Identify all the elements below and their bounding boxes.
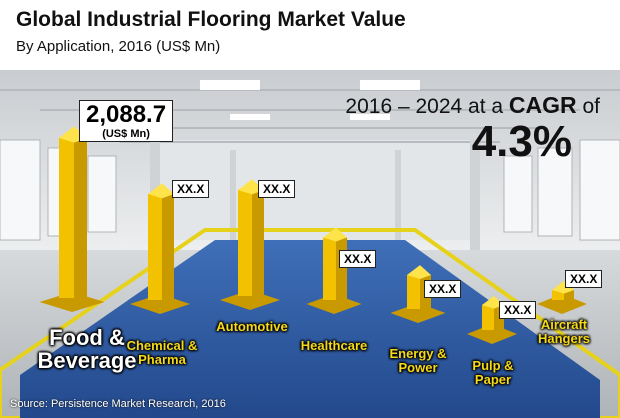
bar-food-beverage <box>39 126 105 312</box>
value-label-healthcare: XX.X <box>339 250 377 268</box>
value-label-food-beverage: 2,088.7 (US$ Mn) <box>79 100 174 142</box>
category-label-food-beverage: Food & Beverage <box>22 326 152 372</box>
bar-side <box>162 194 174 300</box>
chart-title: Global Industrial Flooring Market Value <box>16 8 406 31</box>
bar-top <box>482 296 504 309</box>
bar-front <box>552 290 564 300</box>
bar-healthcare <box>306 227 362 314</box>
bar-base <box>467 324 517 344</box>
category-text: Food & Beverage <box>37 325 137 374</box>
category-label-pulp-paper: Pulp & Paper <box>472 358 514 387</box>
category-label-chemical-pharma: Chemical & Pharma <box>126 338 198 367</box>
chart-subtitle: By Application, 2016 (US$ Mn) <box>16 38 221 55</box>
bar-base <box>537 294 587 314</box>
bar-base <box>130 294 190 314</box>
value-label-automotive: XX.X <box>258 180 296 198</box>
cagr-word: CAGR <box>508 92 577 118</box>
bar-front <box>407 275 420 309</box>
bar-aircraft-hangers <box>537 281 587 314</box>
bar-front <box>482 305 494 330</box>
bar-top <box>552 281 574 294</box>
cagr-prefix: 2016 – 2024 at a <box>345 95 504 118</box>
category-label-healthcare: Healthcare <box>300 338 368 353</box>
bar-side <box>74 138 87 298</box>
bar-top <box>148 183 174 199</box>
bar-side <box>564 290 574 300</box>
unit-label: (US$ Mn) <box>102 128 150 140</box>
value-label-aircraft-hangers: XX.X <box>565 270 603 288</box>
bar-top <box>323 227 347 242</box>
value-label-pulp-paper: XX.X <box>499 301 537 319</box>
bar-front <box>238 190 252 296</box>
bar-automotive <box>220 179 280 310</box>
bar-top <box>407 265 431 279</box>
value-label-text: 2,088.7 <box>86 101 167 128</box>
value-label-energy-power: XX.X <box>424 280 462 298</box>
category-label-energy-power: Energy & Power <box>389 346 447 375</box>
value-label-chemical-pharma: XX.X <box>172 180 210 198</box>
cagr-suffix: of <box>582 95 600 118</box>
category-label-aircraft-hangers: Aircraft Hangers <box>537 317 591 346</box>
bar-base <box>390 303 446 323</box>
bar-front <box>59 138 74 298</box>
bar-side <box>336 237 347 300</box>
bar-base <box>39 292 105 312</box>
bar-front <box>323 237 336 300</box>
cagr-value: 4.3% <box>471 117 572 166</box>
bar-base <box>306 294 362 314</box>
bar-chemical-pharma <box>130 183 190 314</box>
bar-side <box>252 190 264 296</box>
bar-base <box>220 290 280 310</box>
header: Global Industrial Flooring Market Value … <box>0 0 620 70</box>
source-note: Source: Persistence Market Research, 201… <box>10 398 226 410</box>
category-label-automotive: Automotive <box>216 319 288 334</box>
bar-front <box>148 194 162 300</box>
bar-top <box>238 179 264 195</box>
cagr-annotation: 2016 – 2024 at a CAGR of <box>345 92 600 119</box>
